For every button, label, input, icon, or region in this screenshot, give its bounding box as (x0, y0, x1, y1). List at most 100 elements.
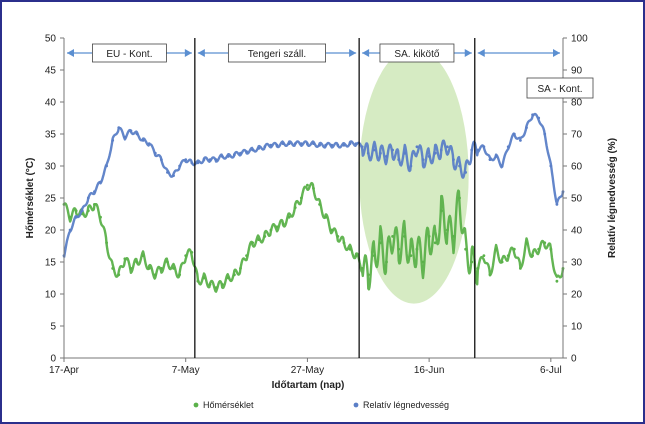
data-point (500, 164, 504, 168)
data-point (336, 143, 340, 147)
data-point (190, 251, 194, 254)
y-right-tick-label: 90 (571, 66, 583, 77)
phase-arrow-head-right (464, 49, 472, 57)
data-point (372, 148, 376, 152)
data-point (452, 235, 455, 238)
data-point (312, 187, 315, 190)
data-point (202, 276, 206, 280)
data-point (519, 267, 522, 270)
data-point (366, 151, 370, 155)
data-point (330, 143, 334, 147)
data-point (293, 206, 297, 210)
data-point (239, 151, 242, 155)
data-point (476, 267, 480, 270)
data-point (354, 142, 358, 146)
highlight-ellipse (359, 47, 469, 304)
data-point (470, 260, 474, 264)
data-point (452, 158, 455, 162)
y-left-tick-label: 30 (45, 162, 57, 173)
data-point (68, 215, 72, 219)
data-point (105, 164, 108, 168)
phase-arrow-head-right (553, 49, 560, 57)
data-point (330, 228, 334, 232)
data-point (415, 247, 419, 251)
phase-label: SA - Kont. (537, 84, 582, 95)
data-point (354, 254, 358, 257)
data-point (433, 151, 437, 155)
x-tick-label: 7-May (172, 365, 200, 376)
phase-label: Tengeri száll. (248, 49, 306, 60)
data-point (537, 247, 541, 251)
data-point (409, 164, 413, 168)
y-left-tick-label: 45 (45, 66, 57, 77)
data-point (263, 235, 267, 238)
data-point (482, 254, 486, 257)
y-right-tick-label: 40 (571, 226, 583, 237)
series-line-temperature (63, 181, 565, 293)
data-point (385, 260, 388, 264)
data-point (196, 279, 200, 283)
data-point (494, 155, 498, 158)
data-point (306, 142, 309, 146)
x-tick-label: 27-May (291, 365, 324, 376)
data-point (391, 235, 395, 238)
data-point (525, 241, 528, 245)
series-line-humidity (62, 112, 565, 258)
data-point (421, 260, 425, 264)
data-point (281, 222, 285, 226)
data-point (147, 267, 151, 270)
data-point (348, 247, 352, 251)
y-left-tick-label: 10 (45, 290, 57, 301)
y-left-tick-label: 15 (45, 258, 57, 269)
y-right-tick-label: 80 (571, 98, 583, 109)
data-point (99, 180, 102, 184)
data-point (111, 267, 115, 270)
data-point (74, 215, 78, 219)
data-point (257, 147, 261, 150)
data-point (549, 164, 553, 168)
data-point (306, 183, 309, 187)
phase-label: SA. kikötő (394, 49, 439, 60)
data-point (245, 254, 248, 257)
y-right-tick-label: 30 (571, 258, 583, 269)
data-point (287, 215, 291, 219)
data-point (445, 145, 449, 149)
data-point (123, 257, 127, 261)
data-point (226, 276, 230, 280)
data-point (318, 203, 321, 206)
phase-label-box (227, 43, 326, 63)
data-point (129, 267, 133, 270)
phase-arrow-head-left (67, 49, 74, 57)
y-right-tick-label: 50 (571, 194, 583, 205)
data-point (166, 171, 169, 174)
data-point (245, 150, 248, 154)
data-point (458, 196, 461, 200)
data-point (366, 273, 370, 277)
data-point (500, 260, 504, 264)
y-left-tick-label: 25 (45, 194, 57, 205)
data-point (141, 254, 145, 257)
data-point (299, 196, 303, 200)
phase-label: EU - Kont. (106, 49, 152, 60)
phase-arrow-head-left (477, 49, 485, 57)
data-point (458, 164, 461, 168)
legend-marker-humidity (353, 402, 359, 408)
data-point (318, 143, 321, 147)
data-point (86, 209, 90, 213)
data-point (543, 241, 547, 245)
y-left-tick-label: 20 (45, 226, 57, 237)
y-left-tick-label: 50 (45, 34, 57, 45)
data-point (415, 145, 419, 149)
y-left-tick-label: 0 (50, 354, 56, 365)
data-point (239, 267, 242, 270)
x-axis-label: Időtartam (nap) (272, 380, 345, 391)
legend-label-humidity: Relatív légnedvesség (363, 400, 449, 410)
data-point (172, 174, 175, 178)
y-left-tick-label: 35 (45, 130, 57, 141)
data-point (299, 142, 303, 146)
data-point (470, 148, 474, 152)
data-point (281, 142, 285, 146)
phase-label-box (379, 43, 455, 63)
x-tick-label: 6-Jul (540, 365, 562, 376)
